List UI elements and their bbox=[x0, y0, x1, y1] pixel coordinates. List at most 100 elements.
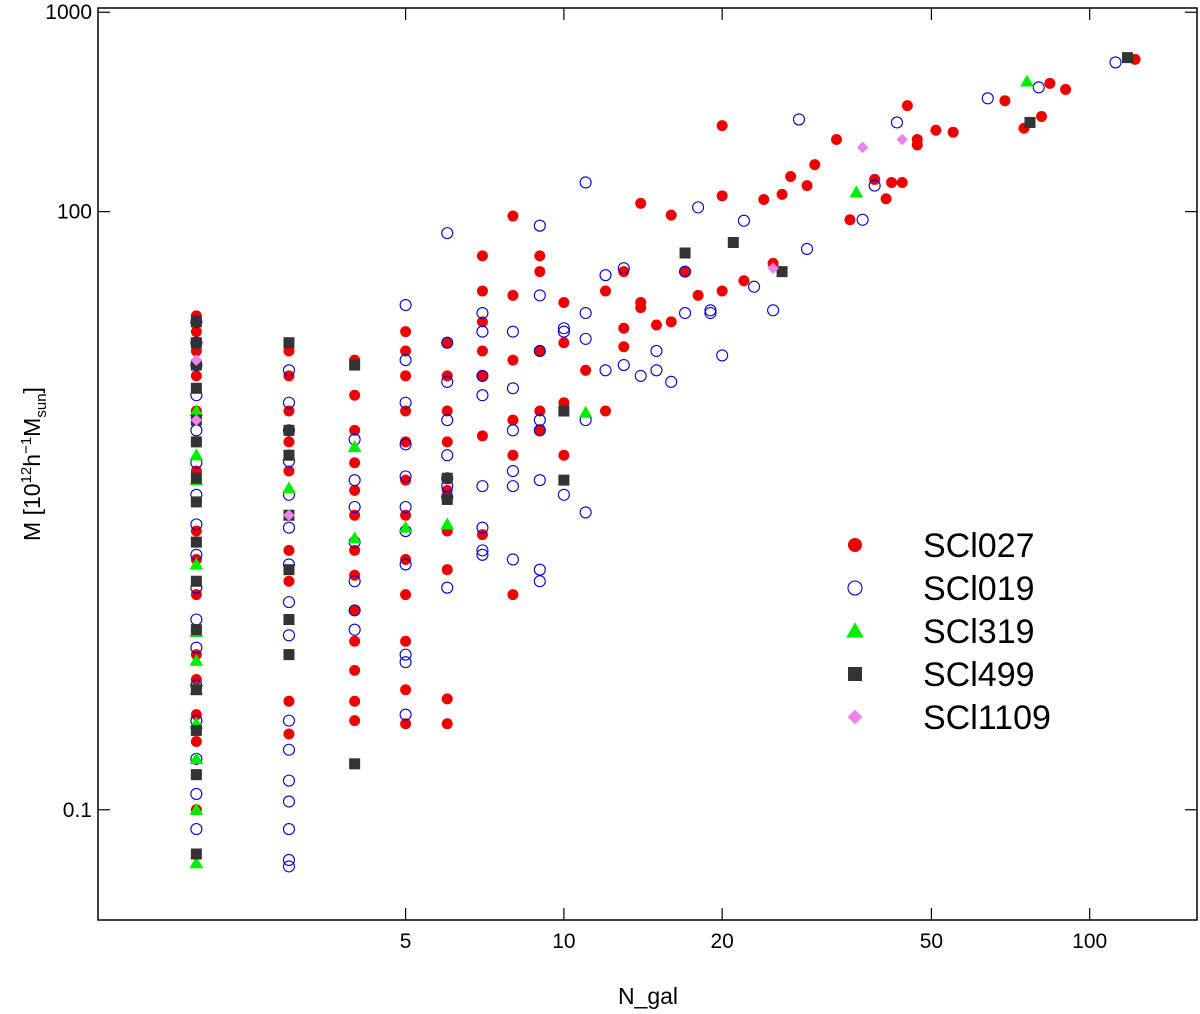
legend-label: SCl319 bbox=[923, 613, 1035, 651]
x-tick-label: 20 bbox=[710, 930, 733, 953]
data-point bbox=[886, 176, 898, 188]
data-point bbox=[476, 521, 489, 534]
data-point bbox=[618, 266, 630, 278]
data-point bbox=[349, 457, 361, 469]
data-point bbox=[349, 544, 361, 556]
data-point bbox=[190, 769, 202, 781]
legend-marker bbox=[848, 538, 862, 552]
data-point bbox=[558, 397, 570, 409]
data-point bbox=[800, 242, 814, 255]
data-point bbox=[844, 214, 856, 226]
data-point bbox=[400, 684, 412, 696]
data-point bbox=[349, 509, 361, 521]
data-point bbox=[348, 474, 361, 487]
data-point bbox=[348, 623, 361, 636]
series-scl1109 bbox=[190, 133, 908, 522]
data-point bbox=[399, 470, 412, 483]
data-point bbox=[533, 344, 546, 358]
data-point bbox=[533, 424, 546, 437]
data-point bbox=[190, 337, 202, 349]
data-point bbox=[349, 758, 361, 770]
data-point bbox=[476, 370, 488, 382]
data-point bbox=[476, 548, 489, 561]
data-point bbox=[635, 297, 647, 309]
data-point bbox=[282, 364, 296, 377]
data-point bbox=[558, 405, 570, 417]
data-point bbox=[441, 449, 454, 462]
data-point bbox=[400, 326, 412, 338]
data-point bbox=[348, 575, 361, 588]
data-point bbox=[190, 575, 202, 587]
data-point bbox=[896, 133, 908, 146]
data-point bbox=[801, 180, 813, 192]
legend-label: SCl019 bbox=[923, 570, 1035, 608]
data-point bbox=[665, 375, 678, 388]
data-point bbox=[716, 120, 728, 132]
data-point bbox=[400, 589, 412, 601]
legend: SCl027 SCl019 SCl319 SCl499 SCl1109 bbox=[846, 527, 1051, 737]
data-point bbox=[190, 848, 202, 860]
data-point bbox=[440, 517, 455, 530]
data-point bbox=[190, 641, 203, 654]
data-point bbox=[190, 316, 202, 328]
data-point bbox=[533, 474, 546, 487]
data-point bbox=[716, 349, 729, 362]
data-point bbox=[748, 280, 761, 293]
data-point bbox=[190, 787, 203, 801]
data-point bbox=[349, 604, 361, 616]
data-point bbox=[890, 116, 904, 129]
data-point bbox=[981, 92, 994, 105]
data-point bbox=[1121, 52, 1133, 64]
data-point bbox=[399, 500, 412, 514]
data-point bbox=[190, 496, 202, 508]
data-point bbox=[400, 509, 412, 521]
data-point bbox=[441, 581, 454, 594]
data-point bbox=[476, 345, 488, 357]
y-tick-label: 0.1 bbox=[63, 799, 92, 822]
data-point bbox=[190, 414, 203, 426]
data-point bbox=[506, 480, 519, 493]
data-point bbox=[349, 664, 361, 676]
data-point bbox=[282, 396, 296, 409]
data-point bbox=[190, 735, 202, 747]
data-point bbox=[856, 141, 869, 154]
data-point bbox=[349, 695, 361, 707]
data-point bbox=[349, 484, 361, 496]
data-point bbox=[776, 266, 788, 278]
data-point bbox=[399, 558, 412, 571]
data-point bbox=[400, 635, 412, 647]
data-point bbox=[1020, 74, 1034, 87]
data-point bbox=[282, 860, 296, 873]
data-point bbox=[1044, 77, 1056, 89]
data-point bbox=[283, 345, 295, 357]
data-point bbox=[1024, 116, 1036, 128]
data-point bbox=[349, 359, 361, 371]
data-point bbox=[599, 269, 612, 282]
data-point bbox=[190, 472, 202, 484]
data-point bbox=[189, 856, 204, 869]
data-point bbox=[558, 449, 570, 461]
data-point bbox=[635, 197, 647, 209]
data-point bbox=[476, 480, 489, 493]
data-point bbox=[716, 285, 728, 297]
data-point bbox=[506, 382, 519, 395]
data-point bbox=[534, 266, 546, 278]
data-point bbox=[507, 589, 519, 601]
data-point bbox=[507, 289, 519, 301]
data-point bbox=[618, 341, 630, 353]
data-point bbox=[580, 364, 592, 376]
data-point bbox=[896, 176, 908, 188]
data-point bbox=[283, 695, 295, 707]
data-point bbox=[190, 424, 203, 437]
data-point bbox=[441, 718, 453, 730]
data-point bbox=[399, 648, 412, 661]
data-point bbox=[880, 193, 892, 205]
data-point bbox=[579, 506, 592, 519]
data-point bbox=[665, 316, 677, 328]
data-point bbox=[282, 853, 296, 867]
data-point bbox=[399, 354, 412, 367]
data-point bbox=[349, 635, 361, 647]
data-point bbox=[650, 319, 662, 331]
data-point bbox=[507, 449, 519, 461]
